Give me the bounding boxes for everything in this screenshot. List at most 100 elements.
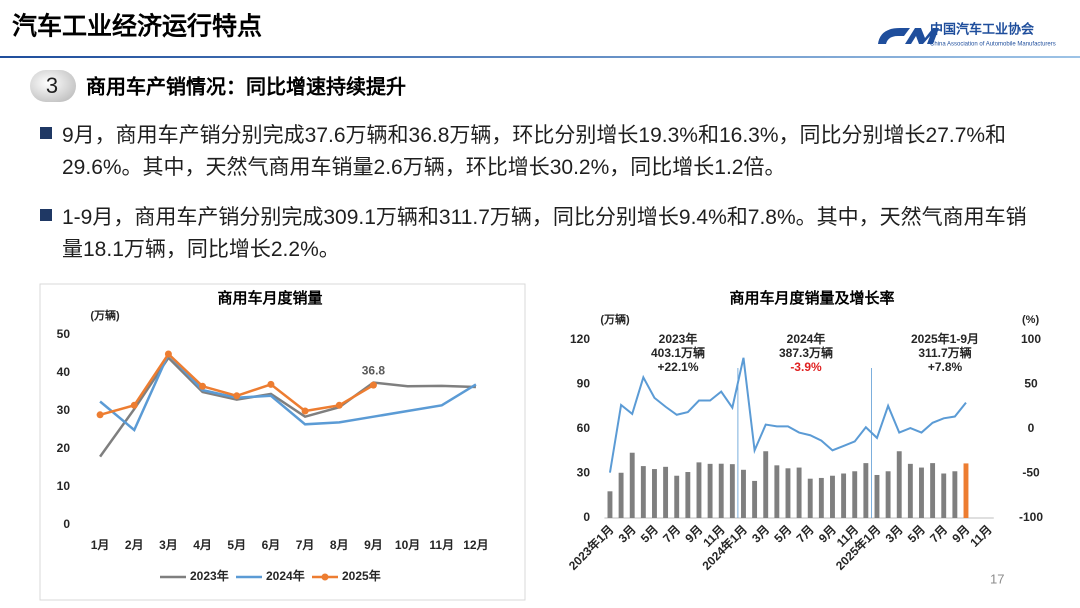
x-tick-label: 11月 xyxy=(967,522,994,549)
x-tick-label: 12月 xyxy=(463,538,488,552)
section-badge xyxy=(30,70,76,102)
legend-marker xyxy=(321,573,329,581)
bar xyxy=(696,462,702,518)
logo-icon xyxy=(878,28,939,44)
annotation-total: 311.7万辆 xyxy=(918,345,971,360)
bar xyxy=(607,491,613,518)
y2-tick-label: 100 xyxy=(1021,332,1041,346)
x-tick-label: 3月 xyxy=(159,538,178,552)
y2-tick-label: -50 xyxy=(1022,466,1040,480)
bar xyxy=(618,472,624,518)
annotation-total: 387.3万辆 xyxy=(779,345,833,360)
annotation-growth: +7.8% xyxy=(928,360,963,374)
chart-title: 商用车月度销量 xyxy=(217,289,322,307)
section-heading: 商用车产销情况：同比增速持续提升 xyxy=(86,74,406,98)
point xyxy=(164,350,172,358)
bar xyxy=(863,463,869,518)
point xyxy=(267,380,275,388)
annotation-period: 2025年1-9月 xyxy=(911,331,979,346)
y-tick-label: 0 xyxy=(63,517,70,531)
bar xyxy=(930,463,936,518)
bar xyxy=(774,465,780,518)
y-tick-label: 90 xyxy=(577,377,591,391)
chart-title: 商用车月度销量及增长率 xyxy=(729,289,894,307)
y-tick-label: 30 xyxy=(57,403,71,417)
point xyxy=(130,401,138,409)
bullet-text: 1-9月，商用车产销分别完成309.1万辆和311.7万辆，同比分别增长9.4%… xyxy=(62,206,1027,261)
page-number: 17 xyxy=(990,571,1004,586)
y-tick-label: 0 xyxy=(583,510,590,524)
x-tick-label: 7月 xyxy=(296,538,315,552)
point xyxy=(335,401,343,409)
x-tick-label: 8月 xyxy=(330,538,349,552)
y-tick-label: 20 xyxy=(57,441,71,455)
y-tick-label: 10 xyxy=(57,479,71,493)
y-tick-label: 120 xyxy=(570,332,590,346)
y2-axis-label: (%) xyxy=(1022,314,1039,326)
annotation-growth: -3.9% xyxy=(790,360,822,374)
bar xyxy=(874,474,880,518)
line xyxy=(99,352,375,417)
bar xyxy=(807,478,813,518)
y2-tick-label: -100 xyxy=(1019,510,1043,524)
bar xyxy=(763,451,769,518)
legend-label: 2024年 xyxy=(266,568,305,583)
bar xyxy=(796,467,802,518)
bar xyxy=(640,466,646,518)
y-tick-label: 30 xyxy=(577,466,591,480)
bar xyxy=(741,469,746,518)
x-tick-label: 7月 xyxy=(927,522,950,545)
point xyxy=(301,407,309,415)
bar xyxy=(896,451,902,518)
bar xyxy=(963,463,969,518)
x-tick-label: 3月 xyxy=(749,522,772,545)
bar xyxy=(629,452,635,518)
bar xyxy=(852,471,858,518)
annotation-period: 2024年 xyxy=(787,331,826,346)
bar xyxy=(685,472,691,518)
bar xyxy=(674,475,680,518)
bar xyxy=(941,473,947,518)
org-name-en: China Association of Automobile Manufact… xyxy=(930,42,1056,48)
line xyxy=(99,351,477,433)
bar xyxy=(663,466,669,518)
bar xyxy=(830,475,835,518)
legend-label: 2023年 xyxy=(190,568,229,583)
x-tick-label: 7月 xyxy=(660,522,683,545)
line xyxy=(608,357,967,473)
x-tick-label: 1月 xyxy=(91,538,110,552)
bar xyxy=(907,463,913,518)
bullet-square xyxy=(40,209,52,221)
y2-tick-label: 0 xyxy=(1028,421,1035,435)
point xyxy=(369,381,377,389)
x-tick-label: 9月 xyxy=(364,538,383,552)
point xyxy=(233,392,241,400)
annotation-growth: +22.1% xyxy=(657,360,698,374)
x-tick-label: 5月 xyxy=(771,522,794,545)
bar xyxy=(919,467,924,518)
bar xyxy=(885,471,891,518)
bar xyxy=(652,469,657,518)
bullet-square xyxy=(40,127,52,139)
x-tick-label: 4月 xyxy=(193,538,212,552)
bar xyxy=(952,471,958,518)
chart-frame xyxy=(39,283,526,601)
x-tick-label: 2023年1月 xyxy=(565,522,616,573)
legend-label: 2025年 xyxy=(342,568,381,583)
bar xyxy=(729,464,735,518)
x-tick-label: 7月 xyxy=(794,522,817,545)
bar xyxy=(785,468,791,518)
data-label: 36.8 xyxy=(362,363,386,377)
annotation-total: 403.1万辆 xyxy=(651,345,705,360)
x-tick-label: 5月 xyxy=(905,522,928,545)
x-tick-label: 6月 xyxy=(262,538,281,552)
slide-title: 汽车工业经济运行特点 xyxy=(12,12,262,41)
point xyxy=(96,411,104,419)
y2-tick-label: 50 xyxy=(1024,377,1038,391)
bar xyxy=(841,473,847,518)
annotation-period: 2023年 xyxy=(659,331,698,346)
x-tick-label: 3月 xyxy=(883,522,906,545)
x-tick-label: 2月 xyxy=(125,538,144,552)
